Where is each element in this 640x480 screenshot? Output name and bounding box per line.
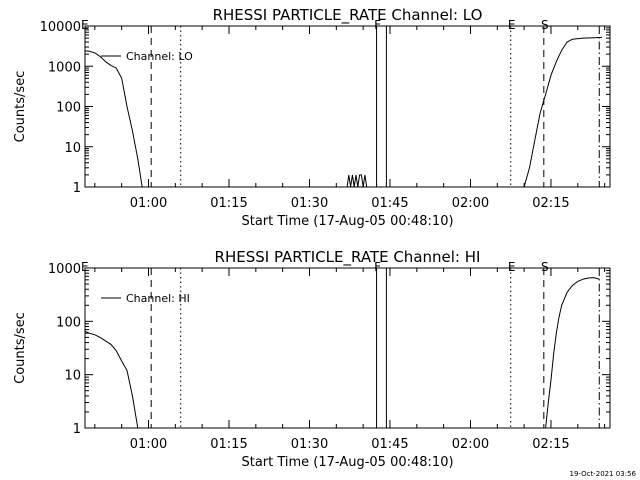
hi-y-tick-label: 10 [64,369,81,384]
lo-marker-label-e: E [81,18,89,32]
footer-timestamp: 19-Oct-2021 03:56 [570,470,637,478]
lo-y-tick-label: 100 [56,101,81,116]
hi-series-line [84,277,600,429]
lo-x-tick-label: 01:00 [130,196,167,211]
hi-chart-title: RHESSI PARTICLE_RATE Channel: HI [215,248,481,267]
hi-marker-label-f: F [374,260,381,274]
hi-y-tick-label: 1 [73,422,81,437]
lo-x-tick-label: 01:15 [210,196,247,211]
lo-marker-label-e: E [508,18,516,32]
hi-y-tick-label: 100 [56,315,81,330]
hi-x-tick-label: 01:45 [371,437,408,452]
hi-channel-panel: RHESSI PARTICLE_RATE Channel: HI Counts/s… [13,248,611,470]
hi-x-tick-label: 01:00 [130,437,167,452]
hi-marker-label-e: E [81,260,89,274]
lo-x-axis-label: Start Time (17-Aug-05 00:48:10) [241,214,453,229]
hi-marker-label-e: E [508,260,516,274]
hi-x-tick-label: 02:15 [532,437,569,452]
hi-x-axis-label: Start Time (17-Aug-05 00:48:10) [241,455,453,470]
lo-y-tick-label: 10 [64,141,81,156]
hi-plot-frame [84,267,611,429]
lo-y-tick-label: 1 [73,181,81,196]
lo-series-line [84,36,603,188]
lo-y-tick-label: 10000 [40,20,81,35]
lo-chart-title: RHESSI PARTICLE_RATE Channel: LO [213,6,483,25]
hi-y-tick-label: 1000 [48,262,81,277]
lo-y-axis-label: Counts/sec [13,71,28,143]
hi-x-tick-label: 01:15 [210,437,247,452]
lo-x-tick-label: 02:00 [452,196,489,211]
lo-marker-label-f: F [374,18,381,32]
lo-x-tick-label: 01:30 [291,196,328,211]
hi-x-tick-label: 02:00 [452,437,489,452]
lo-legend-entry: Channel: LO [126,50,193,63]
lo-x-tick-label: 02:15 [532,196,569,211]
hi-x-tick-label: 01:30 [291,437,328,452]
hi-legend-entry: Channel: HI [126,292,190,305]
lo-channel-panel: RHESSI PARTICLE_RATE Channel: LO Counts/s… [13,6,611,229]
hi-y-axis-label: Counts/sec [13,312,28,384]
lo-marker-label-s: S [541,18,549,32]
hi-marker-label-s: S [541,260,549,274]
lo-y-tick-label: 1000 [48,60,81,75]
lo-x-tick-label: 01:45 [371,196,408,211]
